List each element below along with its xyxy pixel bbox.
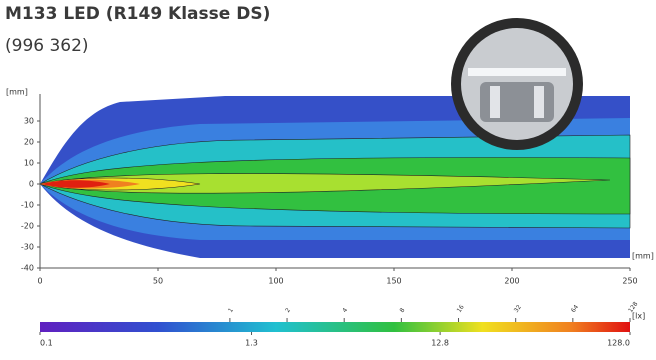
contour-label: 32 — [513, 304, 523, 314]
y-tick-label: 20 — [24, 138, 34, 147]
x-tick-label: 150 — [386, 277, 401, 286]
y-tick-label: 30 — [24, 117, 34, 126]
contour-label: 16 — [456, 304, 466, 314]
x-tick-label: 50 — [153, 277, 163, 286]
x-tick-label: 250 — [622, 277, 637, 286]
zone — [39, 173, 611, 194]
colorbar-tick-label: 12.8 — [431, 339, 449, 348]
contour-label: 1 — [227, 307, 235, 314]
zone — [42, 180, 110, 188]
x-tick-label: 100 — [268, 277, 283, 286]
contour-label: 2 — [284, 307, 292, 314]
y-tick-label: -10 — [21, 201, 34, 210]
x-tick-label: 0 — [37, 277, 42, 286]
x-tick-label: 200 — [504, 277, 519, 286]
title: M133 LED (R149 Klasse DS) — [5, 4, 270, 24]
contour-label: 8 — [398, 307, 406, 314]
y-tick-label: -20 — [21, 222, 34, 231]
y-tick-label: 0 — [29, 180, 34, 189]
colorbar-unit: [lx] — [632, 312, 645, 321]
contour-label: 64 — [570, 304, 580, 314]
colorbar-tick-label: 1.3 — [245, 339, 258, 348]
y-tick-label: 10 — [24, 159, 34, 168]
contour-label: 4 — [341, 307, 349, 314]
colorbar — [40, 322, 630, 332]
y-tick-label: -30 — [21, 243, 34, 252]
y-unit: [mm] — [6, 88, 28, 97]
colorbar-tick-label: 0.1 — [40, 339, 53, 348]
colorbar-tick-label: 128.0 — [607, 339, 630, 348]
x-unit: [mm] — [632, 252, 654, 261]
lamp-photo — [451, 18, 583, 150]
subtitle: (996 362) — [5, 36, 89, 56]
y-tick-label: -40 — [21, 264, 34, 273]
